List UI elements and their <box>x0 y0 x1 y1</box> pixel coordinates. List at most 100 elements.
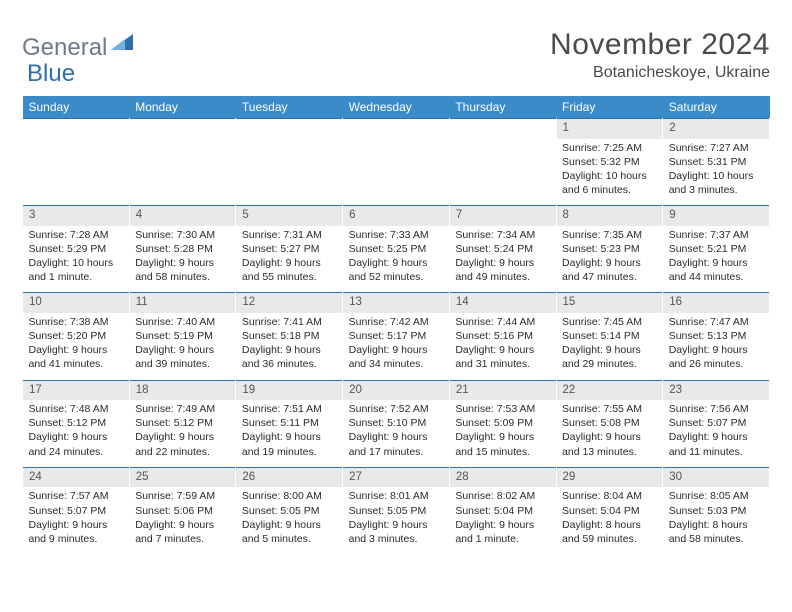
day-number-cell: 19 <box>236 380 343 400</box>
day-number-cell: 30 <box>663 467 770 487</box>
daylight-text: Daylight: 9 hours and 1 minute. <box>455 518 550 546</box>
sunrise-text: Sunrise: 8:05 AM <box>669 489 764 503</box>
calendar-header-row: Sunday Monday Tuesday Wednesday Thursday… <box>23 96 770 119</box>
sunrise-text: Sunrise: 7:37 AM <box>669 228 764 242</box>
daylight-text: Daylight: 9 hours and 22 minutes. <box>135 430 230 458</box>
sunrise-text: Sunrise: 7:51 AM <box>242 402 337 416</box>
sunset-text: Sunset: 5:12 PM <box>135 416 230 430</box>
day-data-cell: Sunrise: 8:02 AMSunset: 5:04 PMDaylight:… <box>449 487 556 554</box>
sunrise-text: Sunrise: 7:27 AM <box>669 141 764 155</box>
sunset-text: Sunset: 5:31 PM <box>669 155 764 169</box>
sunset-text: Sunset: 5:20 PM <box>29 329 124 343</box>
sunrise-text: Sunrise: 7:56 AM <box>669 402 764 416</box>
logo-text-blue: Blue <box>27 60 75 87</box>
day-number-cell: 3 <box>23 206 130 226</box>
daylight-text: Daylight: 9 hours and 24 minutes. <box>29 430 124 458</box>
day-number-cell: 27 <box>343 467 450 487</box>
sunset-text: Sunset: 5:24 PM <box>455 242 550 256</box>
day-data-cell: Sunrise: 7:42 AMSunset: 5:17 PMDaylight:… <box>343 313 450 380</box>
sunset-text: Sunset: 5:04 PM <box>455 504 550 518</box>
day-number-cell: 15 <box>556 293 663 313</box>
col-wednesday: Wednesday <box>343 96 450 119</box>
day-data-cell: Sunrise: 7:49 AMSunset: 5:12 PMDaylight:… <box>129 400 236 467</box>
calendar-daynum-row: 12 <box>23 119 770 139</box>
day-data-cell: Sunrise: 7:34 AMSunset: 5:24 PMDaylight:… <box>449 226 556 293</box>
sunrise-text: Sunrise: 7:47 AM <box>669 315 764 329</box>
daylight-text: Daylight: 9 hours and 55 minutes. <box>242 256 337 284</box>
daylight-text: Daylight: 9 hours and 58 minutes. <box>135 256 230 284</box>
day-number-cell <box>23 119 130 139</box>
calendar-daynum-row: 3456789 <box>23 206 770 226</box>
daylight-text: Daylight: 9 hours and 49 minutes. <box>455 256 550 284</box>
day-data-cell: Sunrise: 7:51 AMSunset: 5:11 PMDaylight:… <box>236 400 343 467</box>
day-number-cell: 14 <box>449 293 556 313</box>
calendar-data-row: Sunrise: 7:38 AMSunset: 5:20 PMDaylight:… <box>23 313 770 380</box>
day-data-cell: Sunrise: 7:31 AMSunset: 5:27 PMDaylight:… <box>236 226 343 293</box>
daylight-text: Daylight: 8 hours and 59 minutes. <box>562 518 657 546</box>
daylight-text: Daylight: 9 hours and 19 minutes. <box>242 430 337 458</box>
calendar-data-row: Sunrise: 7:25 AMSunset: 5:32 PMDaylight:… <box>23 139 770 206</box>
daylight-text: Daylight: 9 hours and 29 minutes. <box>562 343 657 371</box>
day-data-cell: Sunrise: 8:05 AMSunset: 5:03 PMDaylight:… <box>663 487 770 554</box>
day-number-cell: 26 <box>236 467 343 487</box>
sunset-text: Sunset: 5:16 PM <box>455 329 550 343</box>
sunrise-text: Sunrise: 7:59 AM <box>135 489 230 503</box>
sunset-text: Sunset: 5:05 PM <box>349 504 444 518</box>
col-friday: Friday <box>556 96 663 119</box>
day-number-cell: 1 <box>556 119 663 139</box>
day-data-cell <box>23 139 130 206</box>
logo-text-general: General <box>22 34 107 62</box>
day-number-cell: 6 <box>343 206 450 226</box>
day-data-cell: Sunrise: 7:56 AMSunset: 5:07 PMDaylight:… <box>663 400 770 467</box>
day-number-cell: 17 <box>23 380 130 400</box>
sunset-text: Sunset: 5:18 PM <box>242 329 337 343</box>
sunrise-text: Sunrise: 7:41 AM <box>242 315 337 329</box>
sunset-text: Sunset: 5:09 PM <box>455 416 550 430</box>
daylight-text: Daylight: 9 hours and 13 minutes. <box>562 430 657 458</box>
daylight-text: Daylight: 9 hours and 7 minutes. <box>135 518 230 546</box>
daylight-text: Daylight: 9 hours and 47 minutes. <box>562 256 657 284</box>
day-data-cell: Sunrise: 7:37 AMSunset: 5:21 PMDaylight:… <box>663 226 770 293</box>
day-data-cell: Sunrise: 8:01 AMSunset: 5:05 PMDaylight:… <box>343 487 450 554</box>
calendar-data-row: Sunrise: 7:57 AMSunset: 5:07 PMDaylight:… <box>23 487 770 554</box>
day-data-cell: Sunrise: 7:59 AMSunset: 5:06 PMDaylight:… <box>129 487 236 554</box>
sunset-text: Sunset: 5:17 PM <box>349 329 444 343</box>
day-number-cell: 18 <box>129 380 236 400</box>
day-data-cell <box>236 139 343 206</box>
day-data-cell: Sunrise: 7:25 AMSunset: 5:32 PMDaylight:… <box>556 139 663 206</box>
sunrise-text: Sunrise: 7:31 AM <box>242 228 337 242</box>
sunset-text: Sunset: 5:27 PM <box>242 242 337 256</box>
day-number-cell: 7 <box>449 206 556 226</box>
day-data-cell: Sunrise: 7:45 AMSunset: 5:14 PMDaylight:… <box>556 313 663 380</box>
day-data-cell: Sunrise: 7:33 AMSunset: 5:25 PMDaylight:… <box>343 226 450 293</box>
day-number-cell: 9 <box>663 206 770 226</box>
sunrise-text: Sunrise: 7:45 AM <box>562 315 657 329</box>
sunrise-text: Sunrise: 7:44 AM <box>455 315 550 329</box>
sunrise-text: Sunrise: 7:48 AM <box>29 402 124 416</box>
day-number-cell: 11 <box>129 293 236 313</box>
day-number-cell: 12 <box>236 293 343 313</box>
day-number-cell: 13 <box>343 293 450 313</box>
sunset-text: Sunset: 5:03 PM <box>669 504 764 518</box>
sunset-text: Sunset: 5:25 PM <box>349 242 444 256</box>
calendar-table: Sunday Monday Tuesday Wednesday Thursday… <box>22 96 770 554</box>
day-data-cell: Sunrise: 8:04 AMSunset: 5:04 PMDaylight:… <box>556 487 663 554</box>
sunset-text: Sunset: 5:07 PM <box>29 504 124 518</box>
day-data-cell: Sunrise: 7:35 AMSunset: 5:23 PMDaylight:… <box>556 226 663 293</box>
sunrise-text: Sunrise: 7:28 AM <box>29 228 124 242</box>
day-data-cell: Sunrise: 7:52 AMSunset: 5:10 PMDaylight:… <box>343 400 450 467</box>
sunrise-text: Sunrise: 7:25 AM <box>562 141 657 155</box>
col-saturday: Saturday <box>663 96 770 119</box>
sunrise-text: Sunrise: 7:35 AM <box>562 228 657 242</box>
daylight-text: Daylight: 8 hours and 58 minutes. <box>669 518 764 546</box>
day-number-cell: 29 <box>556 467 663 487</box>
day-number-cell <box>129 119 236 139</box>
day-number-cell <box>343 119 450 139</box>
day-data-cell: Sunrise: 7:47 AMSunset: 5:13 PMDaylight:… <box>663 313 770 380</box>
sunrise-text: Sunrise: 7:49 AM <box>135 402 230 416</box>
day-data-cell <box>129 139 236 206</box>
day-number-cell: 24 <box>23 467 130 487</box>
daylight-text: Daylight: 9 hours and 41 minutes. <box>29 343 124 371</box>
sunset-text: Sunset: 5:12 PM <box>29 416 124 430</box>
sunset-text: Sunset: 5:29 PM <box>29 242 124 256</box>
